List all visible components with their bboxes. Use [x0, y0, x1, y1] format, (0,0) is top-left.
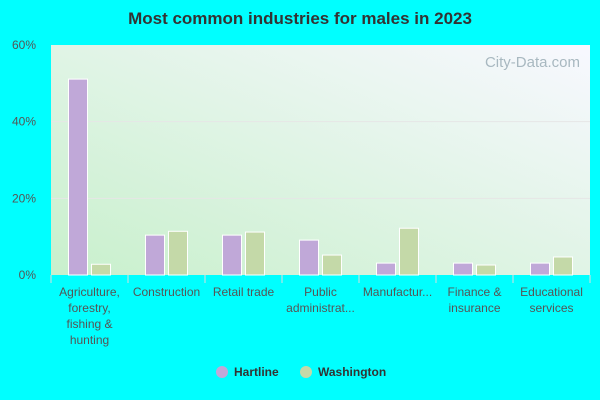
x-tick-label: Construction: [133, 285, 200, 299]
y-tick-label: 20%: [12, 191, 36, 205]
x-tick-label: Retail trade: [213, 285, 275, 299]
bar-hartline: [453, 262, 473, 276]
x-tick-label: Agriculture,: [59, 285, 120, 299]
x-tick-label: fishing &: [66, 317, 112, 331]
watermark: City-Data.com: [485, 54, 580, 71]
bar-washington: [553, 256, 573, 276]
y-tick-label: 0%: [19, 268, 37, 282]
x-tick-label: Finance &: [447, 285, 501, 299]
plot-area: [51, 45, 590, 275]
legend-label: Washington: [318, 365, 386, 379]
x-tick-label: Public: [304, 285, 337, 299]
legend-label: Hartline: [234, 365, 279, 379]
bar-hartline: [222, 234, 242, 276]
y-tick-label: 60%: [12, 38, 36, 52]
bar-washington: [476, 264, 496, 276]
bar-washington: [245, 231, 265, 276]
bar-hartline: [376, 262, 396, 276]
x-tick-label: administrat...: [286, 301, 355, 315]
x-tick-label: insurance: [448, 301, 500, 315]
bar-hartline: [299, 239, 319, 276]
bar-washington: [399, 227, 419, 276]
chart-title: Most common industries for males in 2023: [128, 9, 472, 28]
bar-hartline: [68, 78, 88, 276]
x-tick-label: Manufactur...: [363, 285, 432, 299]
bar-hartline: [145, 234, 165, 276]
y-tick-label: 40%: [12, 115, 36, 129]
bar-washington: [168, 230, 188, 276]
x-tick-label: Educational: [520, 285, 583, 299]
x-tick-label: services: [529, 301, 573, 315]
legend-marker-hartline: [216, 366, 228, 378]
bar-washington: [91, 263, 111, 276]
legend-marker-washington: [300, 366, 312, 378]
bar-washington: [322, 254, 342, 276]
x-tick-label: forestry,: [68, 301, 110, 315]
bar-hartline: [530, 262, 550, 276]
x-tick-label: hunting: [70, 333, 109, 347]
